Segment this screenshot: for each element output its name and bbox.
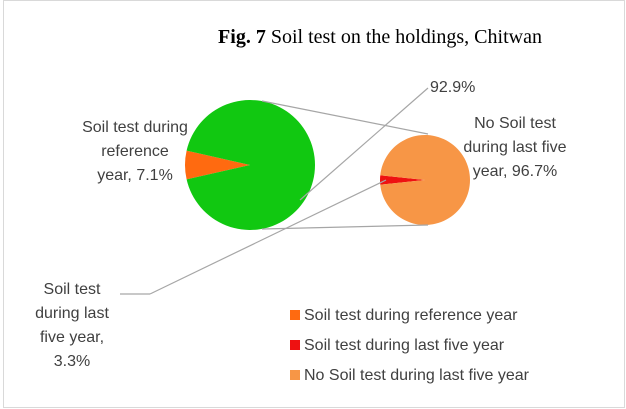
legend-label: No Soil test during last five year bbox=[304, 367, 529, 384]
data-label: No Soil test during last five year, 96.7… bbox=[463, 115, 567, 180]
pie-slice bbox=[380, 135, 470, 225]
leader-line bbox=[299, 87, 429, 201]
data-label: 92.9% bbox=[430, 79, 476, 96]
leader-line bbox=[149, 179, 387, 295]
legend-label: Soil test during last five year bbox=[304, 337, 505, 354]
chart-title: Fig. 7 Soil test on the holdings, Chitwa… bbox=[130, 26, 626, 49]
pie-slice bbox=[380, 175, 425, 185]
title-text: Soil test on the holdings, Chitwan bbox=[270, 26, 542, 48]
legend-swatch bbox=[290, 340, 300, 350]
legend-swatch bbox=[290, 370, 300, 380]
frame bbox=[3, 0, 625, 408]
connector-line bbox=[261, 100, 429, 135]
pie-slice bbox=[186, 100, 316, 230]
legend-item: Soil test during last five year bbox=[290, 337, 504, 355]
connectors bbox=[120, 87, 429, 295]
legend-swatch bbox=[290, 310, 300, 320]
legend-label: Soil test during reference year bbox=[304, 307, 518, 324]
data-label: Soil test during last five year, 3.3% bbox=[35, 281, 109, 370]
title-bold: Fig. 7 bbox=[218, 26, 266, 48]
data-label: Soil test during reference year, 7.1% bbox=[82, 119, 188, 184]
pie-slice bbox=[185, 150, 250, 180]
legend-item: Soil test during reference year bbox=[290, 307, 517, 325]
legend-item: No Soil test during last five year bbox=[290, 367, 529, 385]
connector-line bbox=[261, 224, 429, 230]
